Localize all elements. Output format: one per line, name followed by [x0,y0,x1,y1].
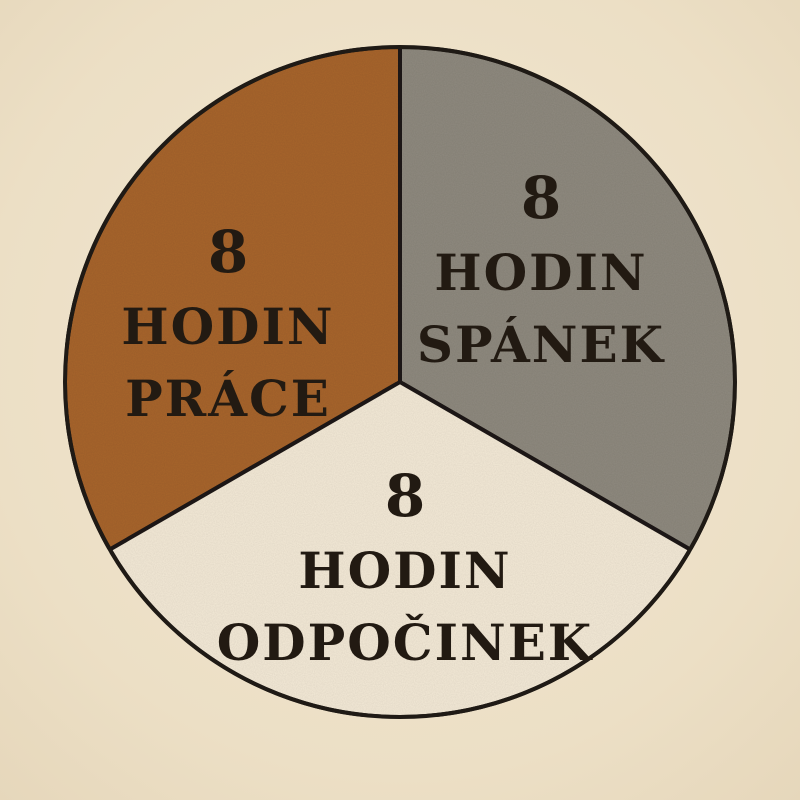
pie-outline [63,45,737,719]
slice-name: PRÁCE [125,369,331,428]
pie-slices [63,45,737,719]
slice-name: SPÁNEK [417,315,665,374]
slice-unit: HODIN [121,297,334,356]
slice-value: 8 [385,462,425,530]
slice-unit: HODIN [298,541,511,600]
slice-name: ODPOČINEK [217,613,594,672]
slice-value: 8 [208,218,248,286]
pie-labels: 8 HODIN PRÁCE 8 HODIN SPÁNEK 8 HODIN ODPOČINEK [121,164,665,672]
slice-value: 8 [521,164,561,232]
slice-unit: HODIN [434,243,647,302]
